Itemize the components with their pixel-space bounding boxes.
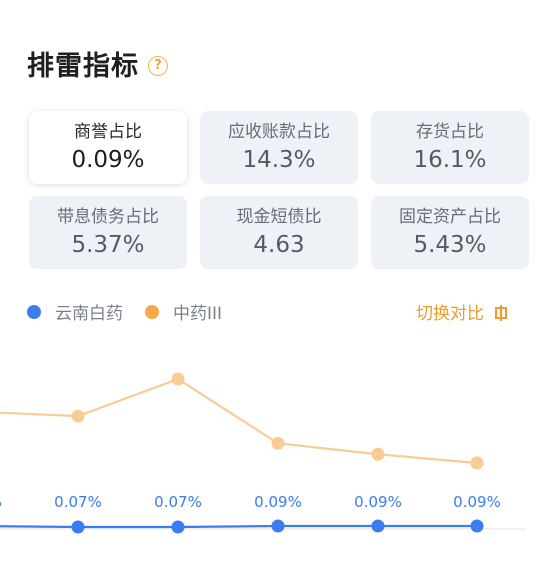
metric-value: 4.63 bbox=[253, 231, 305, 258]
metric-card-fixed-assets[interactable]: 固定资产占比 5.43% bbox=[371, 196, 529, 269]
metric-value: 16.1% bbox=[413, 146, 487, 173]
metric-label: 应收账款占比 bbox=[228, 121, 330, 142]
legend-item-company[interactable]: 云南白药 bbox=[27, 299, 123, 324]
company-point-5[interactable] bbox=[470, 519, 484, 533]
metric-label: 固定资产占比 bbox=[399, 206, 501, 227]
legend-label: 云南白药 bbox=[55, 304, 123, 324]
help-icon[interactable]: ? bbox=[148, 55, 168, 76]
company-point-1[interactable] bbox=[71, 520, 85, 534]
company-point-4[interactable] bbox=[371, 519, 385, 533]
legend-dot bbox=[145, 304, 159, 319]
company-point-2[interactable] bbox=[171, 520, 185, 534]
metric-value: 0.09% bbox=[71, 146, 145, 173]
metric-card-goodwill[interactable]: 商誉占比 0.09% bbox=[29, 111, 187, 184]
section-header: 排雷指标 ? bbox=[27, 44, 168, 83]
series-line-industry bbox=[0, 377, 478, 465]
metric-label: 商誉占比 bbox=[74, 121, 142, 142]
metric-value: 5.43% bbox=[413, 231, 487, 258]
company-data-label-0: 0.09% bbox=[0, 493, 2, 511]
swap-icon bbox=[495, 305, 508, 321]
chart-legend: 云南白药 中药III bbox=[27, 299, 244, 324]
company-data-label-4: 0.09% bbox=[354, 493, 402, 511]
company-data-label-3: 0.09% bbox=[254, 493, 302, 511]
metric-card-inventory[interactable]: 存货占比 16.1% bbox=[371, 111, 529, 184]
metric-label: 带息债务占比 bbox=[57, 206, 159, 227]
page-title: 排雷指标 bbox=[27, 51, 139, 82]
metric-label: 存货占比 bbox=[416, 121, 484, 142]
company-data-label-5: 0.09% bbox=[453, 493, 501, 511]
series-line-company bbox=[0, 524, 477, 529]
switch-compare-label: 切换对比 bbox=[416, 304, 484, 324]
industry-point-3[interactable] bbox=[271, 436, 285, 450]
company-point-3[interactable] bbox=[271, 519, 285, 533]
company-data-label-2: 0.07% bbox=[154, 493, 202, 511]
metric-grid: 商誉占比 0.09% 应收账款占比 14.3% 存货占比 16.1% 带息债务占… bbox=[29, 111, 529, 269]
industry-point-5[interactable] bbox=[470, 456, 484, 470]
company-data-label-1: 0.07% bbox=[54, 493, 102, 511]
metric-card-cash-short-debt[interactable]: 现金短债比 4.63 bbox=[200, 196, 358, 269]
legend-label: 中药III bbox=[173, 304, 223, 324]
industry-point-2[interactable] bbox=[171, 372, 185, 386]
metric-card-receivables[interactable]: 应收账款占比 14.3% bbox=[200, 111, 358, 184]
legend-dot bbox=[27, 304, 41, 319]
metric-label: 现金短债比 bbox=[236, 206, 322, 227]
switch-compare-button[interactable]: 切换对比 bbox=[416, 299, 509, 324]
industry-point-4[interactable] bbox=[371, 447, 385, 461]
metric-value: 14.3% bbox=[242, 146, 316, 173]
legend-item-industry[interactable]: 中药III bbox=[145, 299, 222, 324]
metric-value: 5.37% bbox=[71, 231, 145, 258]
industry-point-1[interactable] bbox=[71, 409, 85, 423]
metric-card-interest-debt[interactable]: 带息债务占比 5.37% bbox=[29, 196, 187, 269]
